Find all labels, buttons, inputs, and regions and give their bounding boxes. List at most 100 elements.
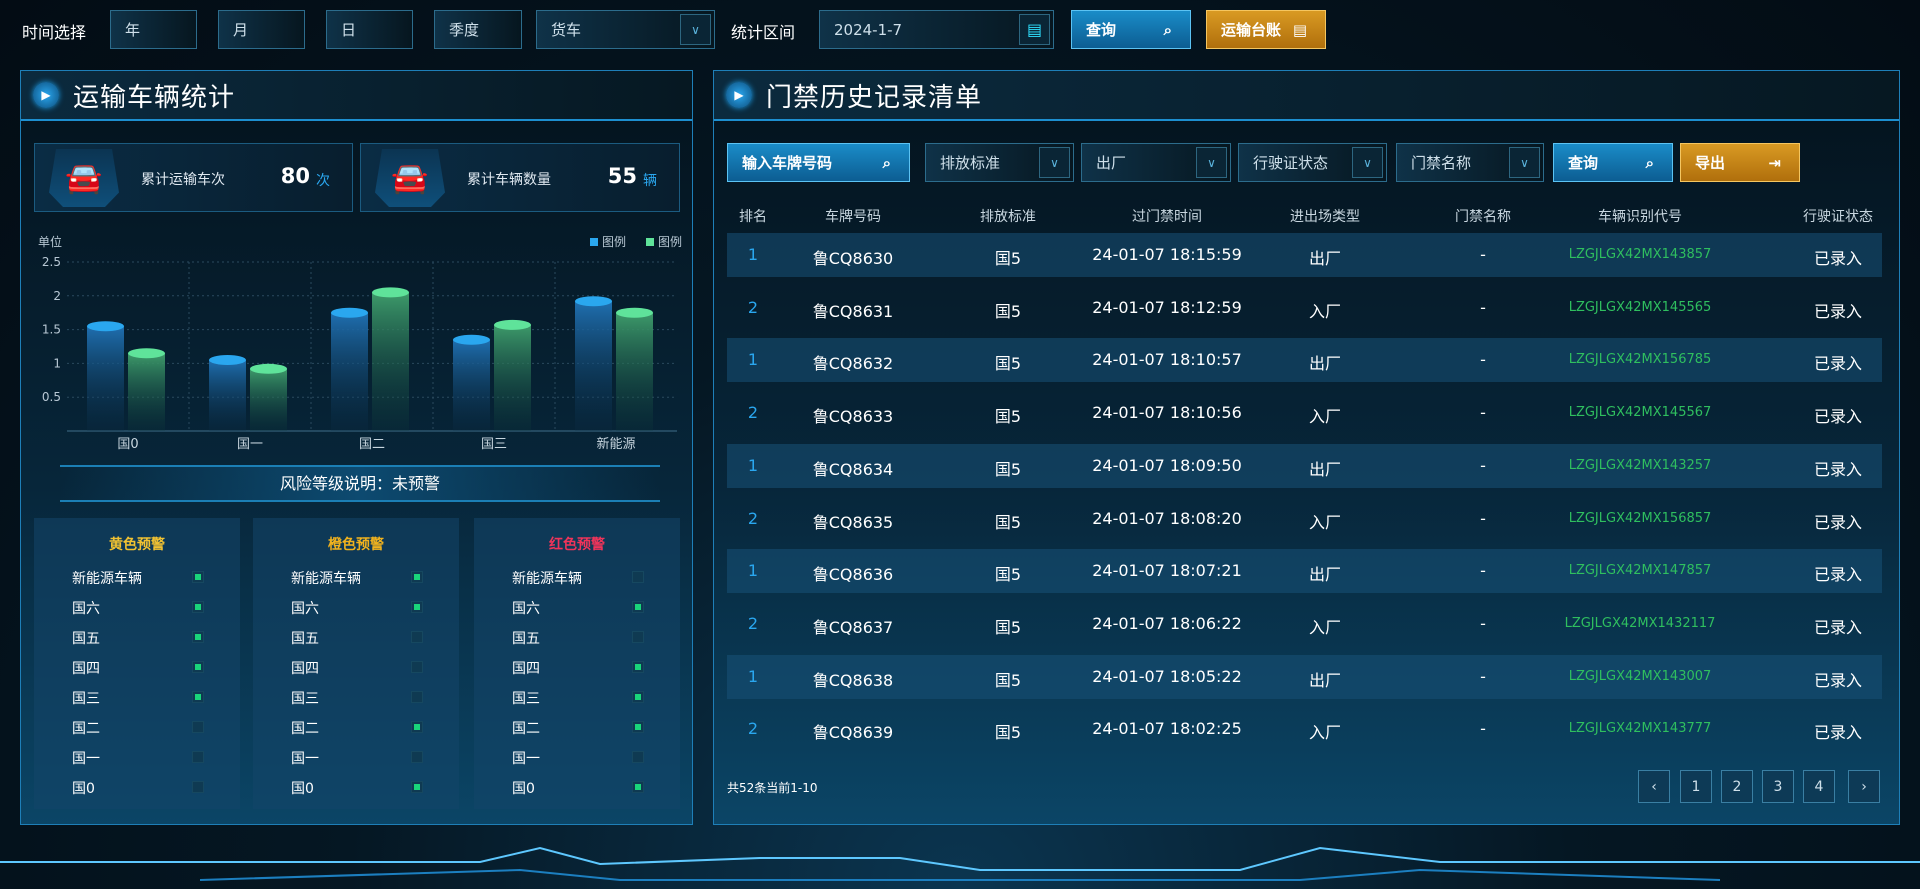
x-tick-label: 国三	[481, 437, 507, 452]
table-cell: 国5	[994, 249, 1022, 268]
table-cell: LZGJLGX42MX1432117	[1564, 615, 1716, 631]
table-cell: 国5	[994, 670, 1022, 690]
status-indicator	[632, 721, 644, 733]
bar-cap	[128, 348, 165, 359]
license-status-dropdown[interactable]: 行驶证状态 ∨	[1238, 143, 1387, 182]
table-cell: LZGJLGX42MX143257	[1568, 457, 1712, 473]
ledger-button[interactable]: 运输台账 ▤	[1206, 10, 1326, 49]
table-cell: 已录入	[1813, 459, 1863, 479]
table-cell: -	[1480, 455, 1486, 475]
table-row[interactable]: 1 鲁CQ8638 国5 24-01-07 18:05:22 出厂 - LZGJLGX42M…	[727, 654, 1882, 699]
emission-value: 排放标准	[940, 154, 1001, 172]
prev-page-button[interactable]: ‹	[1638, 770, 1670, 803]
table-cell: LZGJLGX42MX143777	[1568, 721, 1712, 737]
table-cell: 已录入	[1813, 301, 1863, 321]
car-icon: 🚘	[375, 149, 445, 207]
table-row[interactable]: 1 鲁CQ8634 国5 24-01-07 18:09:50 出厂 - LZGJLGX42M…	[727, 443, 1882, 488]
chevron-down-icon: ∨	[680, 14, 711, 45]
warning-item-label: 国五	[512, 631, 540, 647]
table-query-button[interactable]: 查询 ⌕	[1553, 143, 1673, 182]
page-4-button[interactable]: 4	[1803, 770, 1835, 803]
bar-cap	[331, 307, 368, 318]
document-icon: ▤	[1292, 20, 1307, 39]
table-row[interactable]: 2 鲁CQ8639 国5 24-01-07 18:02:25 入厂 - LZGJLGX42M…	[727, 707, 1882, 751]
table-cell: 24-01-07 18:02:25	[1092, 719, 1242, 739]
table-cell: 出厂	[1308, 670, 1342, 690]
table-cell: 入厂	[1308, 301, 1342, 321]
warning-item-label: 国六	[291, 601, 319, 617]
table-cell: 24-01-07 18:10:57	[1092, 350, 1242, 370]
date-picker[interactable]: 2024-1-7 ▤	[819, 10, 1054, 49]
range-label: 统计区间	[731, 23, 796, 42]
month-select[interactable]: 月	[218, 10, 305, 49]
table-cell: LZGJLGX42MX156857	[1568, 510, 1712, 526]
status-indicator	[192, 571, 204, 583]
warning-item-label: 国四	[291, 661, 319, 677]
bar-cap	[87, 321, 124, 332]
warning-item-label: 国0	[291, 781, 314, 797]
y-tick-label: 1.5	[42, 323, 61, 337]
query-button[interactable]: 查询 ⌕	[1071, 10, 1191, 49]
pagination-summary: 共52条当前1-10	[727, 781, 818, 795]
table-cell: 出厂	[1308, 459, 1342, 479]
table-row[interactable]: 2 鲁CQ8633 国5 24-01-07 18:10:56 入厂 - LZGJLGX42M…	[727, 391, 1882, 435]
day-select[interactable]: 日	[326, 10, 413, 49]
chevron-down-icon: ∨	[1509, 147, 1540, 178]
table-cell: -	[1480, 350, 1486, 370]
page-2-button[interactable]: 2	[1721, 770, 1753, 803]
stat-card-vehicles: 🚘 累计车辆数量 55 辆	[360, 143, 680, 212]
table-row[interactable]: 2 鲁CQ8637 国5 24-01-07 18:06:22 入厂 - LZGJLGX42M…	[727, 602, 1882, 646]
warning-item-label: 国二	[291, 721, 319, 737]
table-cell: 已录入	[1813, 617, 1863, 637]
status-indicator	[192, 781, 204, 793]
table-row[interactable]: 2 鲁CQ8631 国5 24-01-07 18:12:59 入厂 - LZGJLGX42M…	[727, 286, 1882, 330]
quarter-select[interactable]: 季度	[434, 10, 522, 49]
gate-name-dropdown[interactable]: 门禁名称 ∨	[1396, 143, 1544, 182]
column-header: 车牌号码	[825, 209, 881, 225]
warning-card: 红色预警 新能源车辆 国六 国五 国四 国三 国二 国一 国0	[474, 518, 680, 809]
next-page-button[interactable]: ›	[1848, 770, 1880, 803]
x-tick-label: 国二	[359, 437, 385, 452]
table-cell: 已录入	[1813, 723, 1863, 743]
table-cell: 鲁CQ8638	[812, 670, 894, 690]
direction-dropdown[interactable]: 出厂 ∨	[1081, 143, 1231, 182]
table-cell: 鲁CQ8633	[812, 407, 894, 427]
table-cell: 入厂	[1308, 512, 1342, 532]
export-button[interactable]: 导出 ⇥	[1680, 143, 1800, 182]
panel-title: 门禁历史记录清单	[766, 82, 983, 113]
search-icon: ⌕	[1645, 153, 1654, 172]
status-indicator	[632, 571, 644, 583]
vehicle-type-dropdown[interactable]: 货车 ∨	[536, 10, 715, 49]
table-cell: -	[1480, 297, 1486, 317]
y-tick-label: 2.5	[42, 255, 61, 269]
page-3-button[interactable]: 3	[1762, 770, 1794, 803]
warning-item-label: 新能源车辆	[512, 571, 582, 587]
table-row[interactable]: 1 鲁CQ8632 国5 24-01-07 18:10:57 出厂 - LZGJLGX42M…	[727, 338, 1882, 383]
y-tick-label: 0.5	[42, 390, 61, 404]
table-row[interactable]: 1 鲁CQ8630 国5 24-01-07 18:15:59 出厂 - LZGJLGX42M…	[727, 233, 1882, 277]
status-indicator	[632, 631, 644, 643]
panel-header: ▶ 门禁历史记录清单	[714, 71, 1899, 121]
status-indicator	[192, 751, 204, 763]
warning-item-label: 国一	[291, 751, 319, 767]
table-cell: 2	[747, 613, 759, 633]
bar	[250, 368, 287, 431]
table-cell: 已录入	[1813, 354, 1863, 374]
plate-placeholder: 输入车牌号码	[742, 154, 833, 172]
table-cell: 鲁CQ8636	[812, 565, 894, 585]
emission-dropdown[interactable]: 排放标准 ∨	[925, 143, 1074, 182]
direction-value: 出厂	[1096, 154, 1127, 172]
table-cell: LZGJLGX42MX156785	[1568, 352, 1712, 368]
year-select[interactable]: 年	[110, 10, 197, 49]
license-status-value: 行驶证状态	[1253, 154, 1329, 172]
table-cell: 已录入	[1813, 670, 1863, 690]
table-cell: 鲁CQ8635	[812, 512, 894, 532]
search-icon: ⌕	[882, 153, 891, 172]
table-row[interactable]: 2 鲁CQ8635 国5 24-01-07 18:08:20 入厂 - LZGJLGX42M…	[727, 497, 1882, 541]
bar-cap	[372, 287, 409, 298]
bar-cap	[453, 334, 490, 345]
table-cell: -	[1480, 245, 1486, 264]
table-row[interactable]: 1 鲁CQ8636 国5 24-01-07 18:07:21 出厂 - LZGJLGX42M…	[727, 549, 1882, 594]
page-1-button[interactable]: 1	[1680, 770, 1712, 803]
plate-search-input[interactable]: 输入车牌号码 ⌕	[727, 143, 910, 182]
